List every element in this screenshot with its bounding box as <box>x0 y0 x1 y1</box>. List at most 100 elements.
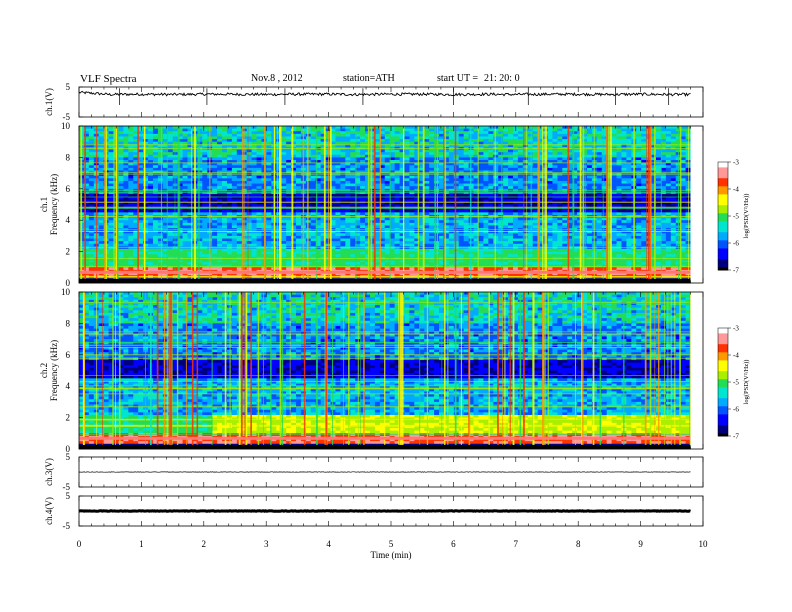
spectrogram-cell <box>148 155 153 158</box>
spectrogram-cell <box>385 142 390 145</box>
spectrogram-cell <box>212 131 217 134</box>
spectrogram-cell <box>395 129 400 132</box>
spectrogram-cell <box>232 176 237 179</box>
spectrogram-cell <box>128 186 133 189</box>
spectrogram-cell <box>508 173 513 176</box>
spectrogram-cell <box>252 139 257 142</box>
spectrogram-cell <box>621 176 626 179</box>
spectrogram-cell <box>257 173 262 176</box>
spectrogram-cell <box>153 131 158 134</box>
spectrogram-cell <box>168 150 173 153</box>
spectrogram-cell <box>493 134 498 137</box>
spectrogram-cell <box>429 191 434 194</box>
spectrogram-cell <box>395 173 400 176</box>
spectrogram-cell <box>459 134 464 137</box>
spectrogram-cell <box>621 139 626 142</box>
spectrogram-cell <box>454 176 459 179</box>
spectrogram-cell <box>217 181 222 184</box>
spectrogram-cell <box>518 152 523 155</box>
spectrogram-cell <box>503 218 508 221</box>
spectrogram-cell <box>128 173 133 176</box>
spectrogram-cell <box>217 152 222 155</box>
spectrogram-cell <box>252 186 257 189</box>
spectrogram-cell <box>478 225 483 228</box>
spectrogram-cell <box>681 225 686 228</box>
spectrogram-cell <box>128 136 133 139</box>
spectrogram-cell <box>424 220 429 223</box>
spectrogram-cell <box>109 186 114 189</box>
spectrogram-cell <box>173 129 178 132</box>
spectrogram-cell <box>296 218 301 221</box>
spectrogram-cell <box>666 157 671 160</box>
spectrogram-cell <box>385 129 390 132</box>
spectrogram-cell <box>498 152 503 155</box>
spectrogram-cell <box>335 142 340 145</box>
spectrogram-cell <box>118 150 123 153</box>
spectrogram-cell <box>498 136 503 139</box>
spectrogram-cell <box>123 152 128 155</box>
spectrogram-cell <box>252 150 257 153</box>
spectrogram-cell <box>464 212 469 215</box>
spectrogram-cell <box>247 191 252 194</box>
spectrogram-cell <box>617 165 622 168</box>
spectrogram-cell <box>375 134 380 137</box>
spectrogram-cell <box>488 210 493 213</box>
spectrogram-cell <box>232 218 237 221</box>
spectrogram-cell <box>617 129 622 132</box>
spectrogram-cell <box>335 225 340 228</box>
spectrogram-cell <box>227 134 232 137</box>
spectrogram-cell <box>641 150 646 153</box>
spectrogram-cell <box>621 165 626 168</box>
spectrogram-cell <box>222 225 227 228</box>
spectrogram-cell <box>597 223 602 226</box>
spectrogram-cell <box>626 136 631 139</box>
spectrogram-cell <box>557 152 562 155</box>
spectrogram-cell <box>636 139 641 142</box>
spectrogram-cell <box>548 126 553 129</box>
spectrogram-cell <box>89 186 94 189</box>
spectrogram-cell <box>513 150 518 153</box>
spectrogram-cell <box>617 150 622 153</box>
spectrogram-cell <box>409 210 414 213</box>
spectrogram-cell <box>424 129 429 132</box>
spectrogram-cell <box>617 139 622 142</box>
spectrogram-cell <box>533 142 538 145</box>
spectrogram-cell <box>671 223 676 226</box>
spectrogram-cell <box>686 223 691 226</box>
spectrogram-cell <box>552 136 557 139</box>
spectrogram-cell <box>548 191 553 194</box>
spectrogram-cell <box>617 155 622 158</box>
spectrogram-cell <box>483 178 488 181</box>
spectrogram-cell <box>686 173 691 176</box>
spectrogram-cell <box>626 186 631 189</box>
spectrogram-cell <box>335 155 340 158</box>
spectrogram-cell <box>508 184 513 187</box>
spectrogram-cell <box>158 218 163 221</box>
spectrogram-cell <box>656 184 661 187</box>
spectrogram-cell <box>340 142 345 145</box>
spectrogram-cell <box>621 220 626 223</box>
spectrogram-cell <box>123 150 128 153</box>
spectrogram-cell <box>385 220 390 223</box>
spectrogram-cell <box>666 212 671 215</box>
spectrogram-cell <box>138 212 143 215</box>
spectrogram-cell <box>222 210 227 213</box>
spectrogram-cell <box>617 178 622 181</box>
spectrogram-cell <box>409 176 414 179</box>
spectrogram-cell <box>661 165 666 168</box>
spectrogram-cell <box>503 142 508 145</box>
spectrogram-cell <box>454 225 459 228</box>
spectrogram-cell <box>286 220 291 223</box>
spectrogram-cell <box>508 129 513 132</box>
spectrogram-cell <box>503 191 508 194</box>
spectrogram-cell <box>173 131 178 134</box>
spectrogram-cell <box>311 157 316 160</box>
spectrogram-cell <box>617 186 622 189</box>
spectrogram-cell <box>237 150 242 153</box>
spectrogram-cell <box>513 152 518 155</box>
spectrogram-cell <box>626 129 631 132</box>
spectrogram-cell <box>183 131 188 134</box>
spectrogram-cell <box>197 220 202 223</box>
spectrogram-cell <box>109 220 114 223</box>
spectrogram-cell <box>237 194 242 197</box>
